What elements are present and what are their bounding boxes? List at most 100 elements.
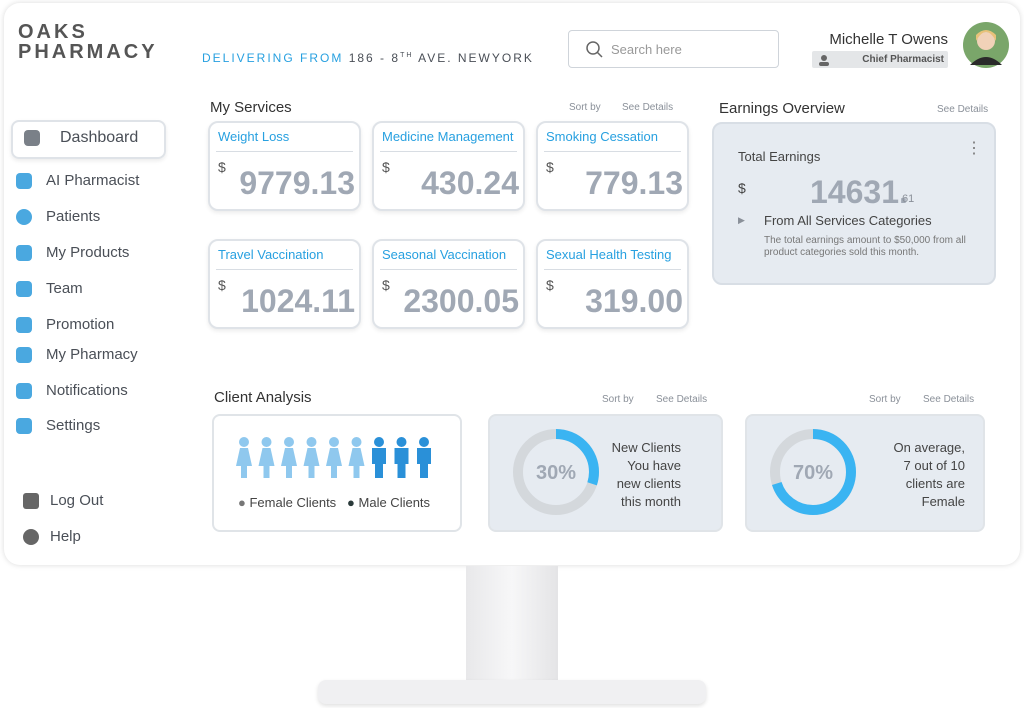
section-title: Earnings Overview [719, 100, 845, 117]
donut-arc [513, 429, 599, 515]
monitor-stand [466, 566, 558, 684]
earnings-note: The total earnings amount to $50,000 fro… [764, 235, 966, 258]
nav-icon [16, 383, 32, 399]
service-amount: 430.24 [421, 165, 519, 201]
logo: OAKS [18, 21, 88, 43]
tagline-label: DELIVERING FROM [202, 51, 344, 65]
nav-item[interactable]: My Pharmacy [46, 346, 138, 363]
earnings-amount: 14631. [810, 174, 908, 210]
sort-by[interactable]: Sort by [602, 394, 634, 405]
see-details[interactable]: See Details [937, 104, 989, 115]
nav-item[interactable]: Notifications [46, 382, 128, 399]
section-title: Client Analysis [214, 389, 312, 406]
divider [216, 151, 353, 152]
nav-item[interactable]: Team [46, 280, 83, 297]
nav-active[interactable] [11, 120, 166, 159]
person-body [258, 448, 275, 478]
role-badge: Chief Pharmacist [812, 51, 948, 68]
see-details[interactable]: See Details [622, 102, 674, 113]
section-title: My Services [210, 99, 292, 116]
earnings-panel: Total Earnings ⋮ $ 14631. 61 ▶ From All … [712, 122, 996, 285]
earnings-cents: 61 [902, 193, 915, 205]
nav-item[interactable]: Log Out [50, 492, 104, 509]
legend-label: Male Clients [358, 495, 431, 510]
address: AVE. NEWYORK [418, 51, 534, 65]
donut-label: 70% [793, 462, 833, 484]
service-card[interactable]: Seasonal Vaccination $2300.05 [372, 239, 525, 329]
nav-icon [16, 418, 32, 434]
donut: 30% [513, 429, 599, 515]
service-card[interactable]: Weight Loss $9779.13 [208, 121, 361, 211]
arrow: ▶ [738, 215, 745, 225]
divider [380, 269, 517, 270]
nav-item[interactable]: Help [50, 528, 81, 545]
people-box: ● Female Clients ● Male Clients [212, 414, 462, 532]
nav-item[interactable]: Patients [46, 208, 101, 225]
service-amount: 2300.05 [403, 283, 519, 319]
person-body [348, 448, 365, 478]
service-name: Travel Vaccination [218, 247, 324, 262]
search-icon [586, 41, 603, 58]
nav-icon [24, 130, 40, 146]
nav-item[interactable]: Promotion [46, 316, 115, 333]
service-card[interactable]: Smoking Cessation $779.13 [536, 121, 689, 211]
avatar[interactable] [962, 21, 1010, 69]
nav-icon [16, 245, 32, 261]
search-placeholder: Search here [611, 42, 682, 57]
donut: 70% [770, 429, 856, 515]
stat-text: New Clients [611, 440, 681, 455]
currency: $ [546, 159, 554, 175]
service-amount: 779.13 [585, 165, 683, 201]
currency: $ [382, 277, 390, 293]
badge-icon [819, 55, 829, 66]
stat-text: this month [621, 494, 681, 509]
more-menu[interactable]: ⋮ [966, 140, 982, 157]
nav-item[interactable]: Dashboard [60, 129, 139, 146]
legend-label: Female Clients [249, 495, 337, 510]
service-amount: 9779.13 [239, 165, 355, 201]
service-name: Seasonal Vaccination [382, 247, 507, 262]
stat-text: new clients [616, 476, 681, 491]
nav-icon [16, 347, 32, 363]
service-card[interactable]: Medicine Management $430.24 [372, 121, 525, 211]
divider [216, 269, 353, 270]
nav-item[interactable]: My Products [46, 244, 130, 261]
stat-box: 70% On average, 7 out of 10 clients are Fema… [745, 414, 985, 532]
sort-by[interactable]: Sort by [869, 394, 901, 405]
donut-label: 30% [536, 462, 576, 484]
service-name: Smoking Cessation [546, 129, 658, 144]
person-head [351, 437, 362, 447]
nav-icon [16, 317, 32, 333]
service-name: Weight Loss [218, 129, 290, 144]
divider [544, 269, 681, 270]
currency: $ [738, 180, 746, 196]
donut-arc [770, 429, 856, 515]
nav-item[interactable]: Settings [46, 417, 101, 434]
person-body [372, 448, 386, 478]
see-details[interactable]: See Details [923, 394, 975, 405]
nav-icon [16, 173, 32, 189]
earnings-label: Total Earnings [738, 149, 821, 164]
person-head [396, 437, 407, 447]
person-body [417, 448, 431, 478]
stat-text: Female [921, 494, 965, 509]
people-icons [236, 437, 431, 478]
currency: $ [546, 277, 554, 293]
legend: ● Female Clients ● Male Clients [238, 495, 431, 510]
nav-item[interactable]: AI Pharmacist [46, 172, 140, 189]
service-name: Sexual Health Testing [546, 247, 672, 262]
nav-icon [16, 281, 32, 297]
service-amount: 319.00 [585, 283, 683, 319]
monitor-base [318, 680, 706, 704]
user-role: Chief Pharmacist [862, 54, 944, 65]
person-head [419, 437, 429, 447]
service-card[interactable]: Sexual Health Testing $319.00 [536, 239, 689, 329]
see-details[interactable]: See Details [656, 394, 708, 405]
search-box[interactable]: Search here [568, 30, 779, 68]
person-head [284, 437, 294, 447]
sort-by[interactable]: Sort by [569, 102, 601, 113]
currency: $ [218, 159, 226, 175]
service-card[interactable]: Travel Vaccination $1024.11 [208, 239, 361, 329]
nav-icon [16, 209, 32, 225]
